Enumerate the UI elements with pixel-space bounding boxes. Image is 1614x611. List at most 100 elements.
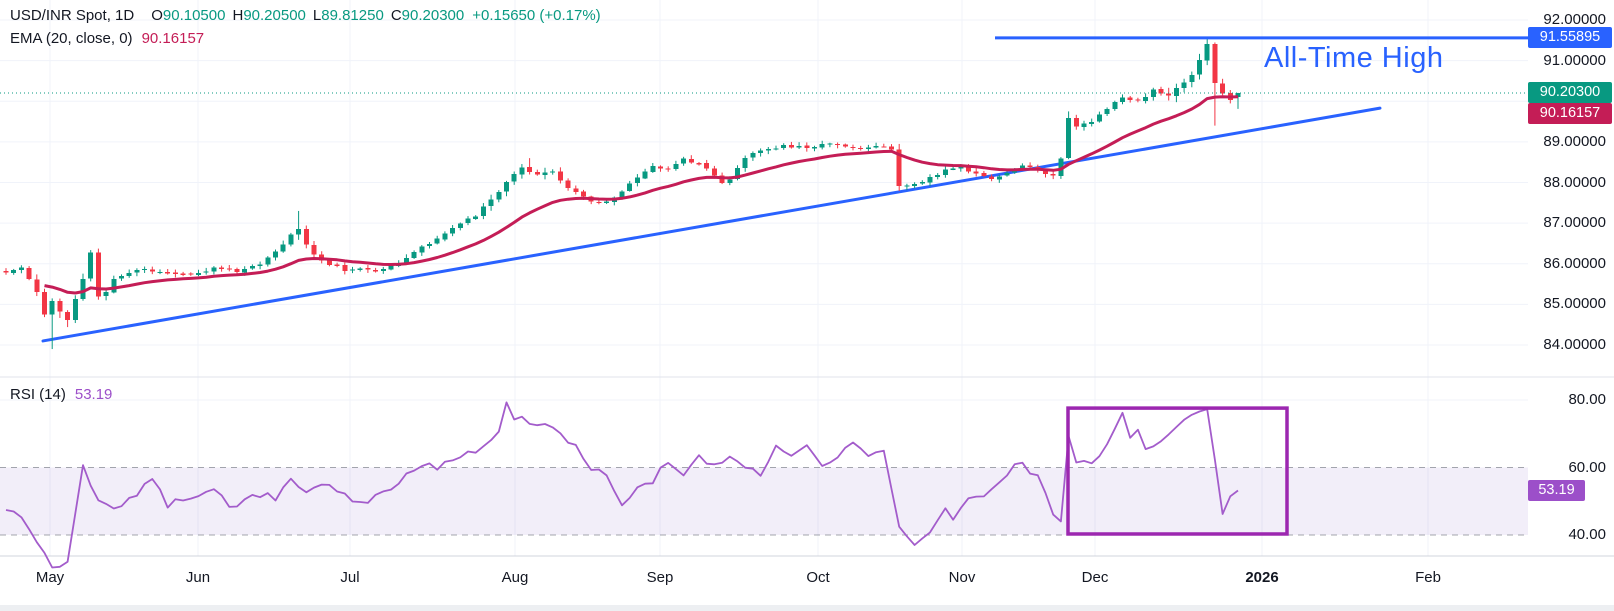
ohlc-low-value: 89.81250	[321, 7, 384, 24]
price-tick-label: 91.00000	[1543, 51, 1606, 69]
candle-body	[219, 267, 225, 269]
bottom-strip	[0, 605, 1614, 611]
candle-body	[57, 300, 63, 312]
candle-body	[180, 273, 186, 275]
time-axis-label: Jun	[185, 569, 211, 586]
candle-body	[1058, 158, 1064, 177]
candle-body	[1112, 102, 1118, 109]
candle-body	[1212, 44, 1218, 83]
candle-body	[473, 216, 479, 219]
candle-body	[1019, 165, 1025, 170]
candle-body	[711, 168, 717, 176]
candle-body	[896, 149, 902, 186]
candle-body	[1150, 89, 1156, 98]
candle-body	[211, 267, 217, 272]
candle-body	[226, 268, 232, 270]
candle-body	[804, 145, 810, 149]
trendline[interactable]	[41, 106, 1382, 343]
candle-body	[265, 257, 271, 265]
candle-body	[634, 177, 640, 184]
candle-body	[604, 201, 610, 203]
rsi-tick-label: 80.00	[1568, 391, 1606, 408]
candle-body	[1096, 114, 1102, 122]
candle-body	[619, 191, 625, 198]
ema-legend[interactable]: EMA (20, close, 0) 90.16157	[10, 30, 204, 47]
candle-body	[1173, 87, 1179, 97]
candle-body	[326, 260, 332, 265]
candle-body	[26, 267, 32, 280]
candle-body	[819, 143, 825, 148]
symbol-legend[interactable]: USD/INR Spot, 1D O90.10500 H90.20500 L89.81…	[10, 7, 601, 24]
candle-body	[257, 264, 263, 267]
time-axis[interactable]: May Jun Jul Aug Sep Oct Nov Dec 2026 Feb	[0, 557, 1614, 611]
candle-body	[1081, 123, 1087, 128]
candle-body	[904, 185, 910, 187]
time-axis-label: Aug	[501, 569, 529, 586]
candle-body	[165, 272, 171, 274]
candle-body	[842, 144, 848, 147]
rsi-legend[interactable]: RSI (14) 53.19	[10, 386, 112, 403]
candle-body	[1050, 173, 1056, 176]
candle-body	[126, 273, 132, 277]
candle-body	[1004, 173, 1010, 176]
candle-body	[650, 165, 656, 172]
candle-body	[388, 265, 394, 270]
ohlc-high-value: 90.20500	[243, 7, 306, 24]
candle-body	[573, 188, 579, 193]
candle-body	[488, 199, 494, 207]
candle-body	[681, 158, 687, 164]
candle-body	[527, 167, 533, 173]
ohlc-close-key: C	[390, 7, 402, 24]
candle-body	[149, 269, 155, 272]
candle-body	[919, 182, 925, 184]
candle-body	[935, 174, 941, 178]
rsi-line[interactable]	[5, 401, 1239, 569]
candle-body	[835, 143, 841, 146]
time-axis-label: Jul	[340, 569, 360, 586]
time-axis-label: Dec	[1081, 569, 1109, 586]
candle-body	[950, 168, 956, 170]
candle-body	[1043, 170, 1048, 175]
candle-body	[1120, 97, 1125, 103]
candle-body	[119, 276, 124, 279]
candle-body	[49, 301, 55, 315]
rsi-label: RSI (14)	[10, 386, 66, 403]
candle-body	[704, 163, 710, 169]
candle-body	[480, 206, 486, 216]
ath-annotation[interactable]: All-Time High	[1264, 42, 1444, 74]
candle-body	[196, 273, 201, 275]
time-axis-label: Feb	[1415, 569, 1441, 586]
symbol-title: USD/INR Spot, 1D	[10, 7, 135, 24]
time-axis-label: 2026	[1245, 569, 1279, 586]
candle-body	[534, 171, 540, 175]
candle-body	[203, 271, 209, 273]
candle-body	[1066, 117, 1072, 159]
candle-body	[103, 292, 109, 297]
rsi-value-badge: 53.19	[1528, 480, 1585, 501]
candle-body	[788, 144, 794, 148]
candle-body	[311, 245, 317, 255]
candle-body	[958, 167, 964, 169]
candle-body	[973, 171, 979, 174]
price-tick-label: 87.00000	[1543, 214, 1606, 232]
candle-body	[450, 228, 456, 234]
candle-body	[350, 269, 355, 271]
candle-body	[850, 146, 856, 149]
candle-body	[111, 278, 117, 293]
candle-body	[496, 191, 502, 200]
rsi-highlight-rect[interactable]	[1066, 406, 1289, 536]
rsi-tick-label: 60.00	[1568, 458, 1606, 476]
candle-body	[596, 201, 602, 204]
candle-body	[411, 252, 417, 259]
candle-body	[465, 218, 471, 224]
candle-body	[80, 278, 86, 300]
candle-body	[18, 267, 24, 270]
candle-body	[249, 265, 255, 269]
candle-body	[457, 223, 463, 228]
ema-line[interactable]	[44, 95, 1239, 295]
candle-body	[865, 147, 871, 149]
candle-body	[781, 144, 787, 148]
candle-body	[303, 229, 309, 245]
time-axis-label: Nov	[948, 569, 976, 586]
